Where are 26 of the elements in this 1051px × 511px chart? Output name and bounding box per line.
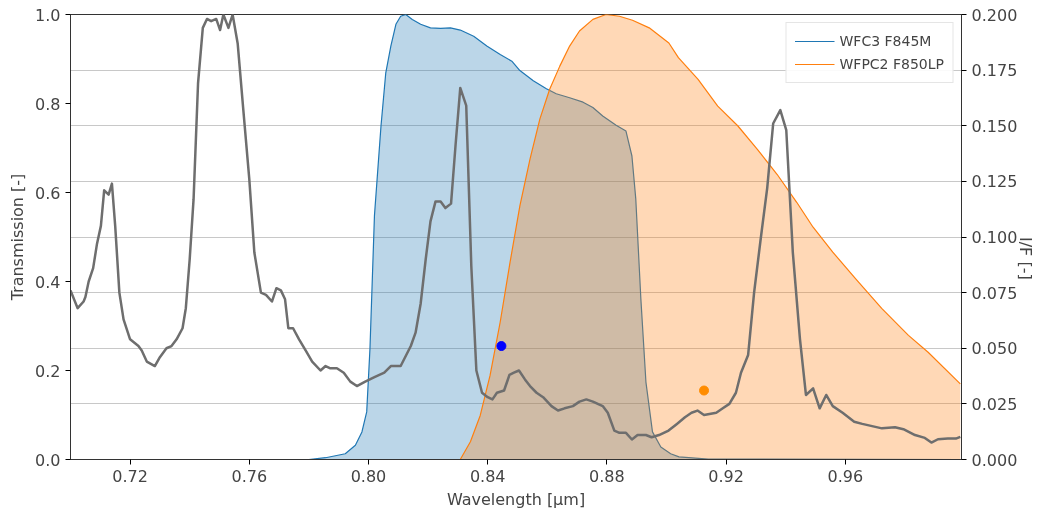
y2-tick-label: 0.075 [971,283,1018,303]
y-tick-label: 0.0 [35,450,61,470]
y2-tick-label: 0.150 [971,116,1018,136]
x-tick-label: 0.76 [231,466,268,486]
y2-tick-label: 0.200 [971,5,1018,25]
y-tick-label: 0.8 [35,94,61,114]
x-tick-label: 0.92 [708,466,744,486]
legend-label: WFC3 F845M [839,33,932,49]
legend-label: WFPC2 F850LP [839,56,944,72]
y2-tick-label: 0.125 [971,172,1018,192]
y-tick-label: 0.4 [35,272,61,292]
y-tick-label: 0.2 [35,361,61,381]
x-axis-title: Wavelength [μm] [446,489,586,509]
y2-tick-label: 0.175 [971,61,1018,81]
y-tick-label: 1.0 [35,5,61,25]
x-tick-label: 0.84 [469,466,506,486]
y-axis-title: Transmission [-] [8,173,28,302]
y2-tick-label: 0.100 [971,228,1018,247]
x-tick-label: 0.96 [827,466,864,486]
x-tick-label: 0.80 [350,466,387,486]
y2-tick-label: 0.000 [971,450,1018,470]
y2-tick-label: 0.050 [971,339,1018,359]
x-tick-label: 0.72 [112,466,148,486]
x-tick-label: 0.88 [589,466,625,486]
y-tick-label: 0.6 [35,183,61,203]
y2-tick-label: 0.025 [971,394,1018,414]
